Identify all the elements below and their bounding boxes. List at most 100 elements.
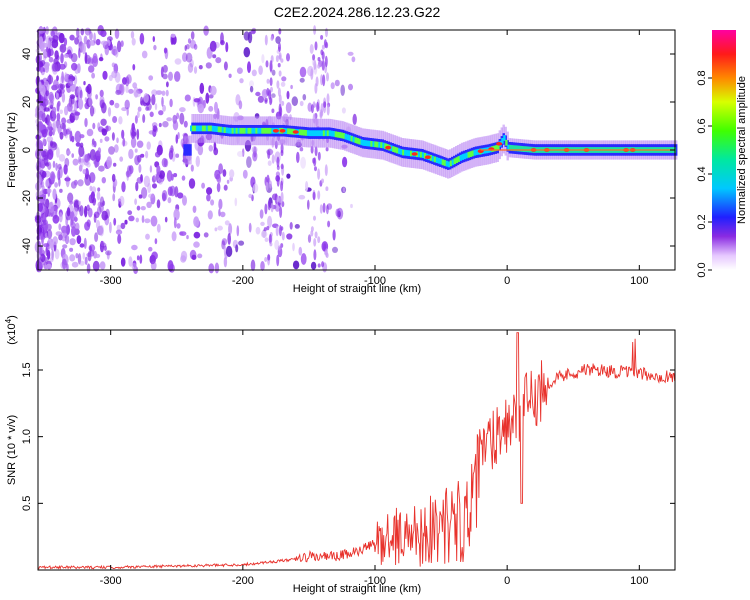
ridge-core (511, 145, 514, 151)
spectrogram-noise-blob (163, 47, 168, 54)
spectrogram-noise-blob (290, 84, 293, 90)
spectrogram-noise-blob (259, 209, 264, 219)
ridge-core (443, 160, 447, 166)
spectrogram-noise-blob (271, 108, 275, 114)
spectrogram-noise-blob (41, 185, 45, 195)
spectrogram-noise-blob (45, 90, 49, 97)
snr-y-ticks: 0.5 1.0 1.5 (21, 362, 675, 511)
spectrogram-noise-blob (257, 95, 264, 103)
ridge-core (445, 160, 449, 167)
spectrogram-noise-blob (150, 193, 156, 205)
ridge-core (463, 153, 466, 160)
ridge-core (217, 126, 221, 133)
spectrogram-noise-blob (206, 187, 213, 195)
ridge-hotspot (292, 130, 299, 134)
spectrogram-noise-blob (166, 81, 169, 88)
spectrogram-noise-blob (322, 202, 326, 213)
spectrogram-noise-blob (181, 175, 186, 181)
spectrogram-noise-blob (185, 52, 193, 63)
spectrogram-noise-blob (156, 165, 161, 176)
spectrogram-noise-blob (320, 110, 324, 117)
spectrogram-noise-blob (165, 89, 169, 97)
spectrogram-noise-blob (276, 175, 280, 187)
spectrogram-noise-blob (314, 146, 318, 157)
spectrogram-noise-blob (187, 62, 194, 73)
ridge-core (332, 131, 336, 137)
spectrogram-noise-blob (75, 222, 80, 232)
spectrogram-noise-blob (144, 218, 151, 224)
ridge-core (306, 130, 310, 136)
spectrogram-noise-blob (286, 233, 293, 240)
spectrogram-noise-blob (145, 150, 149, 159)
spectrogram-noise-blob (111, 173, 116, 183)
spectrogram-noise-blob (242, 148, 245, 158)
spectrogram-noise-blob (161, 190, 168, 201)
spectrogram-noise-blob (63, 53, 70, 58)
spectrogram-noise-blob (86, 263, 91, 274)
spectrogram-noise-blob (207, 210, 213, 220)
spectrogram-noise-blob (50, 30, 55, 37)
spectrogram-noise-blob (312, 157, 316, 164)
spectrogram-noise-blob (43, 219, 47, 226)
spectrogram-noise-blob (44, 62, 50, 70)
ridge-core (211, 125, 215, 132)
spectrogram-noise-blob (267, 149, 271, 159)
spectrogram-noise-blob (92, 197, 96, 206)
spectrogram-noise-blob (151, 175, 157, 183)
ridge-core (310, 130, 314, 137)
spectrogram-noise-blob (52, 214, 60, 224)
spectrogram-noise-blob (250, 29, 256, 35)
spectrogram-noise-blob (113, 162, 117, 167)
spectrogram-noise-blob (351, 56, 356, 63)
spectrogram-noise-blob (317, 57, 321, 62)
spectrogram-noise-blob (101, 210, 108, 221)
spectrogram-noise-blob (79, 161, 84, 168)
y-tick-label: -40 (21, 238, 33, 254)
spectrogram-noise-blob (310, 230, 314, 237)
ridge-core (421, 152, 425, 158)
ridge-core (374, 141, 377, 148)
spectrogram-noise-blob (189, 59, 194, 68)
spectrogram-noise-blob (135, 217, 139, 223)
spectrogram-noise-blob (131, 244, 138, 251)
spectrogram-noise-blob (266, 174, 270, 185)
spectrogram-noise-blob (82, 169, 87, 175)
spectrogram-noise-blob (120, 40, 124, 47)
spectrogram-noise-blob (310, 145, 314, 154)
ridge-core (346, 134, 349, 141)
colorbar-tick-label: 0.6 (696, 118, 708, 133)
snr-series-line (37, 332, 676, 570)
spectrogram-noise-blob (92, 53, 98, 64)
spectrogram-noise-blob (47, 149, 54, 160)
snr-x-ticks: -300 -200 -100 0 100 (100, 330, 648, 587)
spectrogram-noise-blob (280, 243, 284, 248)
spectrogram-noise-blob (79, 260, 85, 266)
spectrogram-noise-blob (205, 62, 212, 69)
spectrogram-noise-blob (305, 181, 309, 192)
ridge-core (324, 130, 328, 137)
spectrogram-noise-blob (99, 225, 104, 237)
spectrogram-noise-blob (152, 125, 158, 132)
spectrogram-noise-blob (128, 148, 134, 160)
ridge-core (192, 125, 195, 132)
spectrogram-y-ticks: -40 -20 0 20 40 (21, 48, 675, 254)
spectrogram-noise-blob (171, 231, 177, 242)
ridge-core (225, 127, 229, 134)
spectrogram-noise-blob (42, 137, 46, 146)
spectrogram-noise-blob (116, 40, 122, 53)
spectrogram-noise-blob (236, 225, 240, 237)
spectrogram-noise-blob (324, 55, 328, 68)
spectrogram-noise-blob (69, 254, 76, 262)
ridge-core (384, 143, 387, 150)
spectrogram-noise-blob (66, 102, 73, 112)
ridge-core (251, 127, 254, 134)
spectrogram-noise-blob (270, 36, 274, 41)
ridge-core (237, 127, 240, 134)
spectrogram-noise-blob (248, 193, 253, 199)
spectrogram-noise-blob (42, 149, 49, 161)
y-tick-label: 40 (21, 48, 33, 60)
spectrogram-noise-blob (67, 79, 74, 87)
spectrogram-noise-blob (255, 91, 261, 97)
spectrogram-noise-blob (217, 225, 223, 231)
spectrogram-noise-blob (206, 194, 211, 202)
